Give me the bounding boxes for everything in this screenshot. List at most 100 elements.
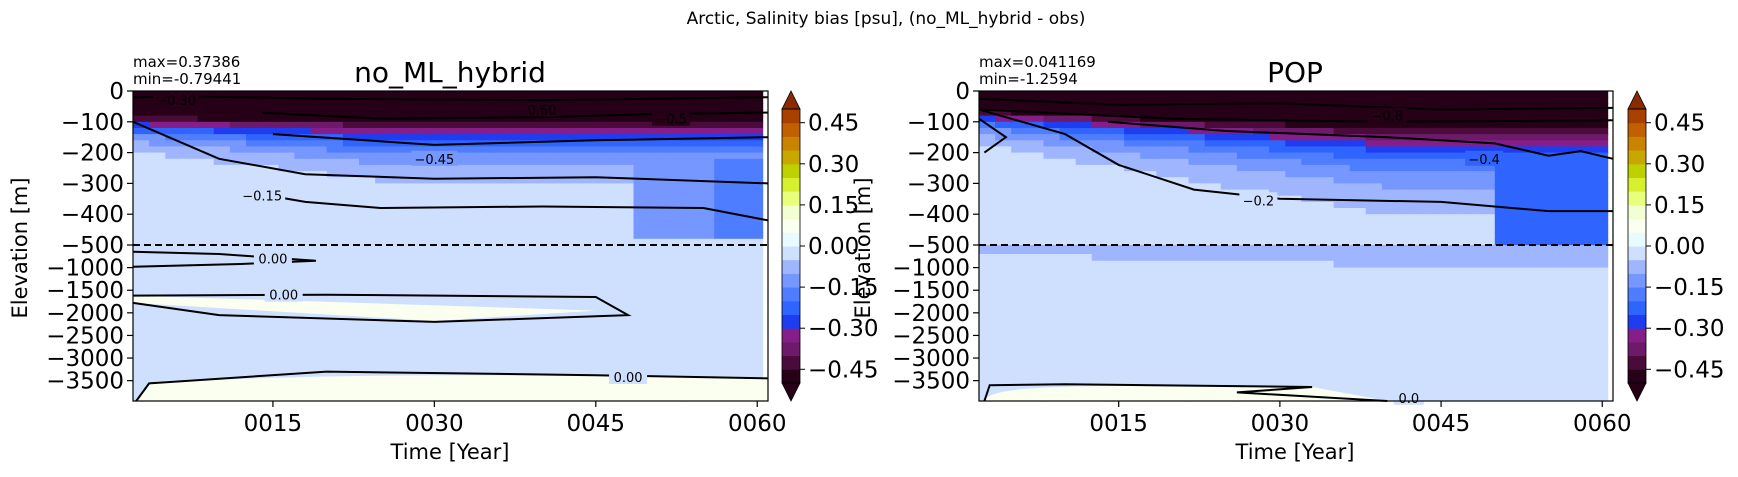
heatmap-cell: [262, 128, 279, 135]
heatmap-cell: [1285, 232, 1302, 240]
heatmap-cell: [1591, 335, 1609, 348]
heatmap-cell: [1365, 358, 1383, 370]
heatmap-cell: [681, 189, 699, 197]
heatmap-cell: [504, 214, 521, 221]
heatmap-cell: [1494, 91, 1512, 98]
heatmap-cell: [278, 208, 295, 215]
heatmap-cell: [1140, 335, 1157, 348]
heatmap-cell: [714, 369, 731, 382]
heatmap-cell: [1301, 226, 1319, 234]
heatmap-cell: [391, 254, 408, 262]
heatmap-cell: [1059, 335, 1077, 348]
heatmap-cell: [1156, 91, 1173, 98]
heatmap-cell: [1156, 171, 1173, 178]
heatmap-cell: [472, 195, 489, 203]
heatmap-cell: [278, 164, 295, 172]
heatmap-cell: [1494, 324, 1512, 336]
heatmap-cell: [472, 146, 489, 154]
heatmap-cell: [1188, 152, 1206, 160]
heatmap-cell: [979, 195, 996, 203]
heatmap-cell: [552, 238, 570, 246]
heatmap-cell: [585, 103, 602, 111]
colorbar-segment: [782, 232, 800, 247]
heatmap-cell: [165, 158, 182, 166]
heatmap-cell: [665, 245, 683, 251]
heatmap-cell: [1349, 214, 1367, 221]
heatmap-cell: [1462, 109, 1480, 117]
heatmap-cell: [1075, 171, 1093, 178]
heatmap-cell: [1253, 324, 1270, 336]
heatmap-cell: [552, 335, 570, 348]
heatmap-cell: [1543, 189, 1560, 197]
heatmap-cell: [1253, 146, 1270, 154]
heatmap-cell: [1591, 109, 1609, 117]
heatmap-cell: [1478, 226, 1496, 234]
heatmap-cell: [1091, 312, 1109, 325]
heatmap-cell: [213, 312, 231, 325]
heatmap-cell: [730, 121, 747, 129]
heatmap-cell: [617, 290, 634, 303]
heatmap-cell: [1075, 103, 1093, 111]
heatmap-cell: [1285, 358, 1302, 370]
heatmap-cell: [1253, 335, 1270, 348]
heatmap-cell: [714, 260, 731, 269]
heatmap-cell: [1188, 278, 1206, 291]
heatmap-cell: [1575, 335, 1593, 348]
heatmap-cell: [1269, 177, 1286, 184]
heatmap-cell: [278, 346, 295, 359]
heatmap-cell: [698, 301, 715, 314]
heatmap-cell: [1253, 232, 1270, 240]
heatmap-cell: [979, 267, 996, 280]
heatmap-cell: [1333, 335, 1351, 348]
heatmap-cell: [423, 249, 441, 255]
heatmap-cell: [1236, 214, 1254, 221]
colorbar-tick-label: −0.45: [808, 357, 878, 383]
heatmap-cell: [488, 195, 505, 203]
heatmap-cell: [375, 312, 392, 325]
heatmap-cell: [1043, 208, 1061, 215]
heatmap-cell: [504, 171, 521, 178]
heatmap-cell: [1478, 267, 1496, 280]
heatmap-cell: [1059, 358, 1077, 370]
heatmap-cell: [165, 189, 182, 197]
heatmap-cell: [1446, 128, 1464, 135]
heatmap-cell: [1156, 109, 1173, 117]
heatmap-cell: [1107, 183, 1125, 191]
heatmap-cell: [1188, 301, 1206, 314]
heatmap-cell: [181, 183, 199, 191]
heatmap-cell: [197, 134, 215, 141]
heatmap-cell: [1011, 260, 1028, 269]
heatmap-cell: [1269, 249, 1286, 255]
heatmap-cell: [995, 245, 1012, 251]
heatmap-cell: [229, 183, 247, 191]
heatmap-cell: [1591, 220, 1609, 228]
heatmap-cell: [472, 103, 489, 111]
heatmap-cell: [552, 201, 570, 209]
heatmap-cell: [1220, 290, 1238, 303]
heatmap-cell: [665, 201, 683, 209]
heatmap-cell: [1510, 220, 1528, 228]
heatmap-cell: [1527, 109, 1544, 117]
heatmap-cell: [746, 146, 764, 154]
heatmap-cell: [1027, 312, 1045, 325]
heatmap-cell: [1220, 177, 1238, 184]
heatmap-cell: [617, 214, 634, 221]
heatmap-cell: [1365, 208, 1383, 215]
y-axis-label: Elevation [m]: [8, 177, 32, 318]
heatmap-cell: [1462, 254, 1480, 262]
heatmap-cell: [133, 189, 150, 197]
heatmap-cell: [1430, 260, 1447, 269]
heatmap-cell: [1333, 346, 1351, 359]
heatmap-cell: [197, 140, 215, 148]
heatmap-cell: [714, 278, 731, 291]
heatmap-cell: [714, 346, 731, 359]
heatmap-cell: [1091, 177, 1109, 184]
heatmap-cell: [1269, 146, 1286, 154]
heatmap-cell: [1575, 214, 1593, 221]
heatmap-cell: [213, 189, 231, 197]
heatmap-cell: [601, 91, 618, 98]
heatmap-cell: [1478, 208, 1496, 215]
heatmap-cell: [617, 115, 634, 123]
heatmap-cell: [1204, 226, 1222, 234]
heatmap-cell: [1011, 121, 1028, 129]
